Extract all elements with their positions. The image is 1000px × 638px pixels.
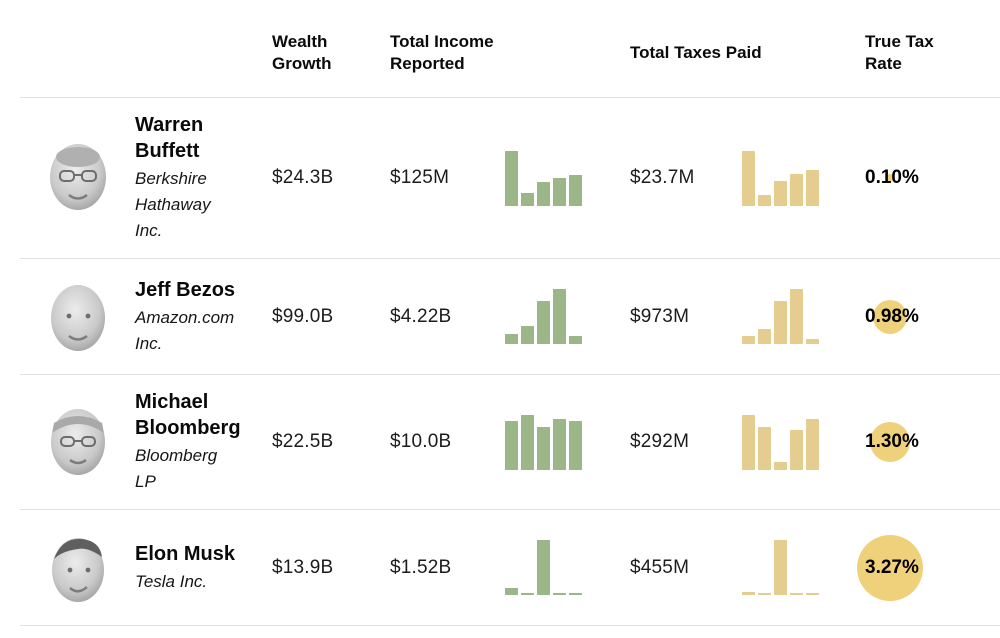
mini-chart-bar	[758, 328, 771, 344]
income-bar-chart	[505, 150, 582, 206]
mini-chart-bar	[742, 335, 755, 344]
mini-chart-bar	[806, 338, 819, 344]
person-name: Jeff Bezos	[135, 278, 236, 301]
taxes-bar-chart	[742, 414, 819, 470]
total-taxes-value: $973M	[630, 305, 690, 327]
mini-chart-bar	[569, 593, 582, 595]
person-company: Amazon.com Inc.	[135, 307, 235, 353]
person-company: Berkshire Hathaway Inc.	[135, 169, 211, 240]
mini-chart-bar	[758, 593, 771, 595]
tax-rate-circle	[857, 534, 924, 601]
mini-chart-bar	[505, 421, 518, 470]
mini-chart-bar	[537, 540, 550, 595]
total-income-value: $1.52B	[390, 556, 452, 578]
income-bar-chart	[505, 289, 582, 344]
income-bar-chart	[505, 414, 582, 470]
wealth-growth-value: $99.0B	[272, 305, 334, 327]
mini-chart-bar	[790, 173, 803, 206]
wealth-growth-value: $22.5B	[272, 431, 334, 452]
mini-chart-bar	[742, 414, 755, 470]
wealth-growth-value: $13.9B	[272, 556, 334, 578]
mini-chart-bar	[758, 426, 771, 470]
table-row: Elon Musk Tesla Inc. $13.9B $1.52B $455M…	[20, 510, 1000, 626]
mini-chart-bar	[569, 421, 582, 470]
col-header-true-tax-rate: True Tax Rate	[865, 31, 934, 73]
mini-chart-bar	[521, 326, 534, 344]
mini-chart-bar	[553, 178, 566, 206]
taxes-bar-chart	[742, 150, 819, 206]
total-taxes-value: $292M	[630, 431, 690, 452]
michael-bloomberg-photo	[50, 409, 105, 475]
mini-chart-bar	[790, 429, 803, 470]
mini-chart-bar	[537, 182, 550, 206]
mini-chart-bar	[553, 418, 566, 470]
jeff-bezos-photo	[50, 284, 105, 351]
person-name: Warren Buffett	[135, 114, 204, 162]
mini-chart-bar	[553, 289, 566, 344]
true-tax-rate-value: 1.30%	[865, 431, 919, 452]
mini-chart-bar	[774, 301, 787, 344]
taxes-bar-chart	[742, 289, 819, 344]
mini-chart-bar	[569, 335, 582, 344]
taxes-bar-chart	[742, 540, 819, 595]
col-header-total-income: Total Income Reported	[390, 31, 494, 73]
mini-chart-bar	[505, 334, 518, 344]
income-bar-chart	[505, 540, 582, 595]
elon-musk-photo	[51, 537, 104, 602]
person-name: Michael Bloomberg	[135, 391, 241, 439]
total-taxes-value: $23.7M	[630, 167, 695, 188]
table-row: Warren Buffett Berkshire Hathaway Inc. $…	[20, 98, 1000, 259]
total-income-value: $4.22B	[390, 305, 452, 327]
total-income-value: $125M	[390, 167, 450, 188]
true-tax-rate-value: 3.27%	[865, 556, 919, 578]
mini-chart-bar	[774, 462, 787, 470]
person-name: Elon Musk	[135, 542, 236, 565]
mini-chart-bar	[521, 193, 534, 206]
mini-chart-bar	[537, 426, 550, 470]
warren-buffett-photo	[49, 144, 106, 210]
mini-chart-bar	[806, 418, 819, 470]
mini-chart-bar	[774, 180, 787, 206]
mini-chart-bar	[790, 593, 803, 595]
mini-chart-bar	[742, 150, 755, 206]
total-taxes-value: $455M	[630, 556, 690, 578]
mini-chart-bar	[521, 593, 534, 595]
mini-chart-bar	[790, 289, 803, 344]
table-row: Michael Bloomberg Bloomberg LP $22.5B $1…	[20, 375, 1000, 510]
total-income-value: $10.0B	[390, 431, 452, 452]
mini-chart-bar	[774, 540, 787, 595]
true-tax-rate-value: 0.10%	[865, 167, 919, 188]
tax-rate-circle	[870, 422, 911, 462]
wealth-growth-value: $24.3B	[272, 167, 334, 188]
table-row: Jeff Bezos Amazon.com Inc. $99.0B $4.22B…	[20, 259, 1000, 375]
mini-chart-bar	[537, 301, 550, 344]
mini-chart-bar	[505, 588, 518, 595]
tax-rate-circle	[873, 299, 908, 334]
table-header: Wealth Growth Total Income Reported Tota…	[20, 0, 1000, 98]
true-tax-rate-value: 0.98%	[865, 305, 919, 327]
mini-chart-bar	[758, 194, 771, 206]
col-header-wealth-growth: Wealth Growth	[272, 31, 332, 73]
mini-chart-bar	[742, 591, 755, 595]
mini-chart-bar	[553, 593, 566, 595]
mini-chart-bar	[521, 414, 534, 470]
person-company: Bloomberg LP	[135, 446, 218, 491]
col-header-total-taxes: Total Taxes Paid	[630, 42, 762, 62]
person-company: Tesla Inc.	[135, 571, 208, 591]
mini-chart-bar	[806, 593, 819, 595]
mini-chart-bar	[569, 175, 582, 206]
tax-rate-circle	[886, 174, 895, 182]
mini-chart-bar	[806, 169, 819, 206]
mini-chart-bar	[505, 150, 518, 206]
